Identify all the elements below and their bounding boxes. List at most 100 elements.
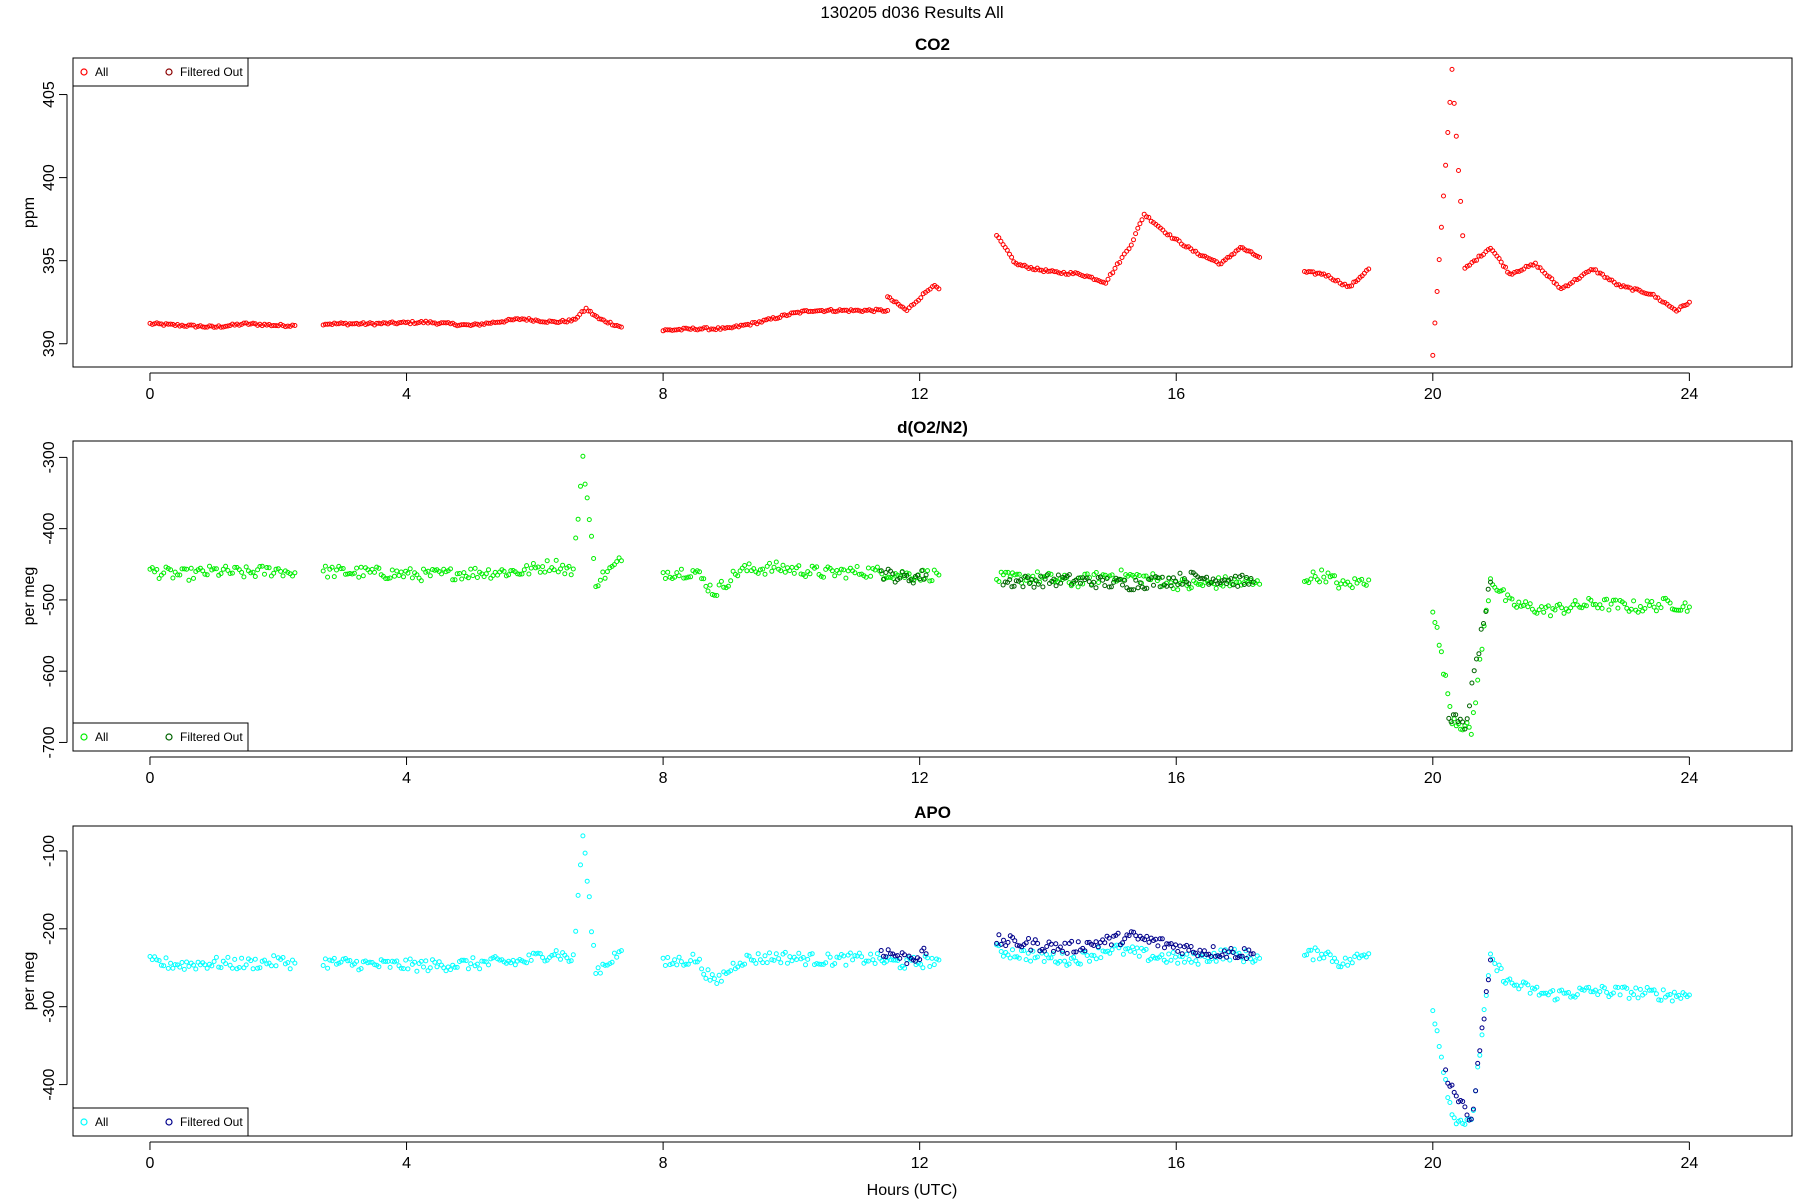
- data-point: [1514, 982, 1520, 988]
- data-point: [1481, 621, 1486, 626]
- data-point: [172, 962, 178, 968]
- data-point: [1106, 584, 1112, 590]
- data-point: [1237, 953, 1243, 959]
- data-point: [165, 965, 171, 971]
- data-point: [448, 321, 453, 327]
- data-point: [542, 958, 548, 964]
- data-point: [1046, 955, 1052, 961]
- x-tick-label: 4: [402, 1155, 411, 1172]
- data-point: [392, 320, 397, 326]
- data-point: [1254, 578, 1260, 584]
- data-point: [1536, 607, 1542, 613]
- data-point: [1330, 277, 1336, 283]
- data-point: [1069, 938, 1075, 944]
- data-point: [868, 951, 874, 957]
- data-point: [524, 563, 530, 569]
- data-point: [874, 564, 880, 570]
- data-point: [722, 325, 728, 331]
- data-point: [1438, 1054, 1444, 1060]
- data-point: [762, 953, 768, 959]
- data-point: [369, 566, 375, 572]
- data-point: [526, 952, 532, 958]
- data-point: [1597, 602, 1603, 608]
- data-point: [285, 960, 291, 966]
- data-point: [1359, 576, 1365, 582]
- data-point: [847, 950, 853, 956]
- x-tick-label: 20: [1424, 770, 1442, 787]
- y-tick-label: 390: [41, 330, 58, 357]
- data-point: [771, 957, 777, 963]
- data-point: [430, 567, 435, 572]
- data-point: [430, 957, 435, 963]
- data-point: [756, 319, 762, 325]
- data-point: [161, 570, 167, 576]
- data-point: [674, 327, 680, 333]
- data-point: [821, 574, 826, 580]
- data-point: [1441, 193, 1446, 199]
- data-point: [817, 308, 823, 314]
- data-point: [271, 953, 277, 959]
- data-point: [803, 574, 808, 579]
- data-point: [1188, 569, 1194, 575]
- data-point: [1590, 602, 1596, 608]
- data-point: [1498, 259, 1504, 265]
- data-point: [1112, 265, 1118, 271]
- data-point: [921, 945, 927, 951]
- y-tick-label: -200: [41, 913, 58, 945]
- data-point: [1344, 284, 1350, 289]
- data-point: [1608, 601, 1614, 607]
- data-point: [334, 567, 339, 573]
- data-point: [883, 570, 889, 575]
- series-filtered-out: [878, 929, 1493, 1123]
- data-point: [1168, 583, 1174, 589]
- data-point: [711, 976, 717, 982]
- data-point: [195, 323, 201, 329]
- data-point: [927, 964, 933, 969]
- data-point: [292, 570, 298, 576]
- data-point: [1456, 168, 1461, 173]
- data-point: [1038, 573, 1044, 579]
- data-point: [1082, 274, 1088, 279]
- data-point: [1167, 232, 1173, 238]
- data-point: [1055, 572, 1061, 578]
- data-point: [810, 309, 816, 314]
- data-point: [1197, 576, 1203, 582]
- data-point: [448, 967, 453, 973]
- data-point: [425, 568, 431, 574]
- data-point: [612, 323, 618, 329]
- data-point: [1474, 656, 1479, 662]
- data-point: [660, 570, 666, 576]
- data-point: [1035, 941, 1041, 946]
- data-point: [1016, 943, 1022, 949]
- data-point: [1257, 955, 1263, 961]
- data-point: [430, 320, 435, 326]
- data-point: [320, 963, 326, 968]
- data-point: [1481, 623, 1487, 629]
- data-point: [728, 968, 734, 974]
- data-point: [1485, 973, 1491, 979]
- data-point: [676, 573, 682, 579]
- data-point: [1474, 257, 1479, 263]
- data-point: [1566, 990, 1571, 995]
- data-point: [1680, 604, 1686, 610]
- data-point: [560, 950, 566, 956]
- data-point: [1541, 990, 1547, 996]
- data-point: [347, 321, 353, 327]
- data-point: [1503, 264, 1508, 270]
- data-point: [1349, 283, 1355, 289]
- data-point: [1031, 584, 1037, 590]
- data-point: [211, 959, 217, 964]
- data-point: [912, 958, 918, 964]
- data-point: [334, 321, 339, 327]
- data-point: [1523, 599, 1529, 605]
- data-point: [1093, 939, 1099, 945]
- data-point: [582, 850, 588, 856]
- data-point: [1340, 578, 1346, 584]
- data-point: [683, 575, 689, 581]
- data-point: [1648, 291, 1654, 297]
- data-point: [1450, 712, 1456, 718]
- data-point: [775, 315, 781, 321]
- data-point: [1234, 579, 1240, 585]
- data-point: [1152, 955, 1158, 961]
- data-point: [1204, 952, 1210, 958]
